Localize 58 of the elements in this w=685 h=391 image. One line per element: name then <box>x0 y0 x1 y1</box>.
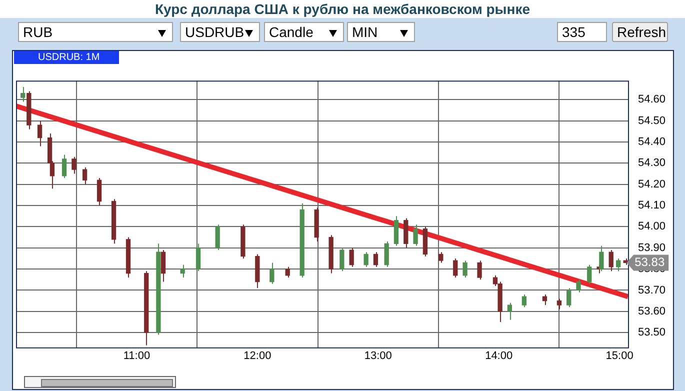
candlestick <box>462 260 468 278</box>
candlestick <box>616 258 621 272</box>
candlestick <box>285 266 290 278</box>
y-tick-label: 53.90 <box>638 242 666 254</box>
candlestick <box>556 298 562 310</box>
x-tick-label: 11:00 <box>123 350 150 362</box>
candlestick <box>72 156 76 174</box>
candlestick <box>453 258 458 278</box>
dropdown: MIN <box>347 22 415 42</box>
candlestick <box>587 264 592 284</box>
candlestick <box>599 245 604 272</box>
x-tick-label: 12:00 <box>244 350 272 362</box>
candlestick <box>62 154 67 179</box>
candlestick <box>160 249 166 282</box>
y-tick-label: 54.00 <box>638 220 666 233</box>
y-tick-label: 53.50 <box>638 326 666 339</box>
candlestick <box>340 247 344 272</box>
candlestick <box>373 252 378 268</box>
candlestick <box>438 252 444 264</box>
annotation: 53.83 <box>634 255 665 270</box>
candlestick <box>349 247 354 268</box>
dropdown: USDRUB <box>180 22 260 42</box>
candlestick <box>608 249 614 272</box>
candlestick <box>96 178 102 206</box>
candlestick <box>413 224 418 246</box>
number-field: 335 <box>557 22 607 42</box>
y-tick-label: 54.20 <box>638 178 666 190</box>
candlestick <box>522 294 527 308</box>
candlestick <box>215 224 220 250</box>
chart-title: Курс доллара США к рублю на межбанковском рынке <box>0 0 685 18</box>
y-tick-label: 54.60 <box>638 94 666 106</box>
y-tick-label: 53.60 <box>638 305 666 318</box>
y-tick-label: 54.40 <box>638 136 666 148</box>
candlestick <box>82 166 88 185</box>
dropdown: RUB <box>18 22 173 42</box>
candlestick <box>477 260 482 280</box>
y-tick-label: 54.10 <box>638 200 666 212</box>
candlestick <box>270 262 274 284</box>
candlestick <box>384 241 389 268</box>
candlestick <box>507 302 512 320</box>
candlestick <box>20 86 26 102</box>
candlestick <box>364 252 368 268</box>
candlestick <box>37 120 42 147</box>
y-tick-label: 54.50 <box>638 114 666 127</box>
candlestick <box>180 264 185 278</box>
x-tick-label: 15:00 <box>606 350 634 362</box>
candlestick <box>394 216 399 246</box>
x-tick-label: 14:00 <box>485 350 513 362</box>
refresh-button: Refresh <box>612 22 668 42</box>
candlestick <box>196 243 201 272</box>
y-tick-label: 54.30 <box>638 157 666 170</box>
candlestick <box>404 218 408 248</box>
dropdown: Candle <box>264 22 344 42</box>
candlestick <box>566 288 572 308</box>
y-tick-label: 53.70 <box>638 284 666 296</box>
candlestick <box>576 279 581 293</box>
x-tick-label: 13:00 <box>364 350 392 362</box>
chart-subtitle: USDRUB: 1M <box>14 51 119 64</box>
